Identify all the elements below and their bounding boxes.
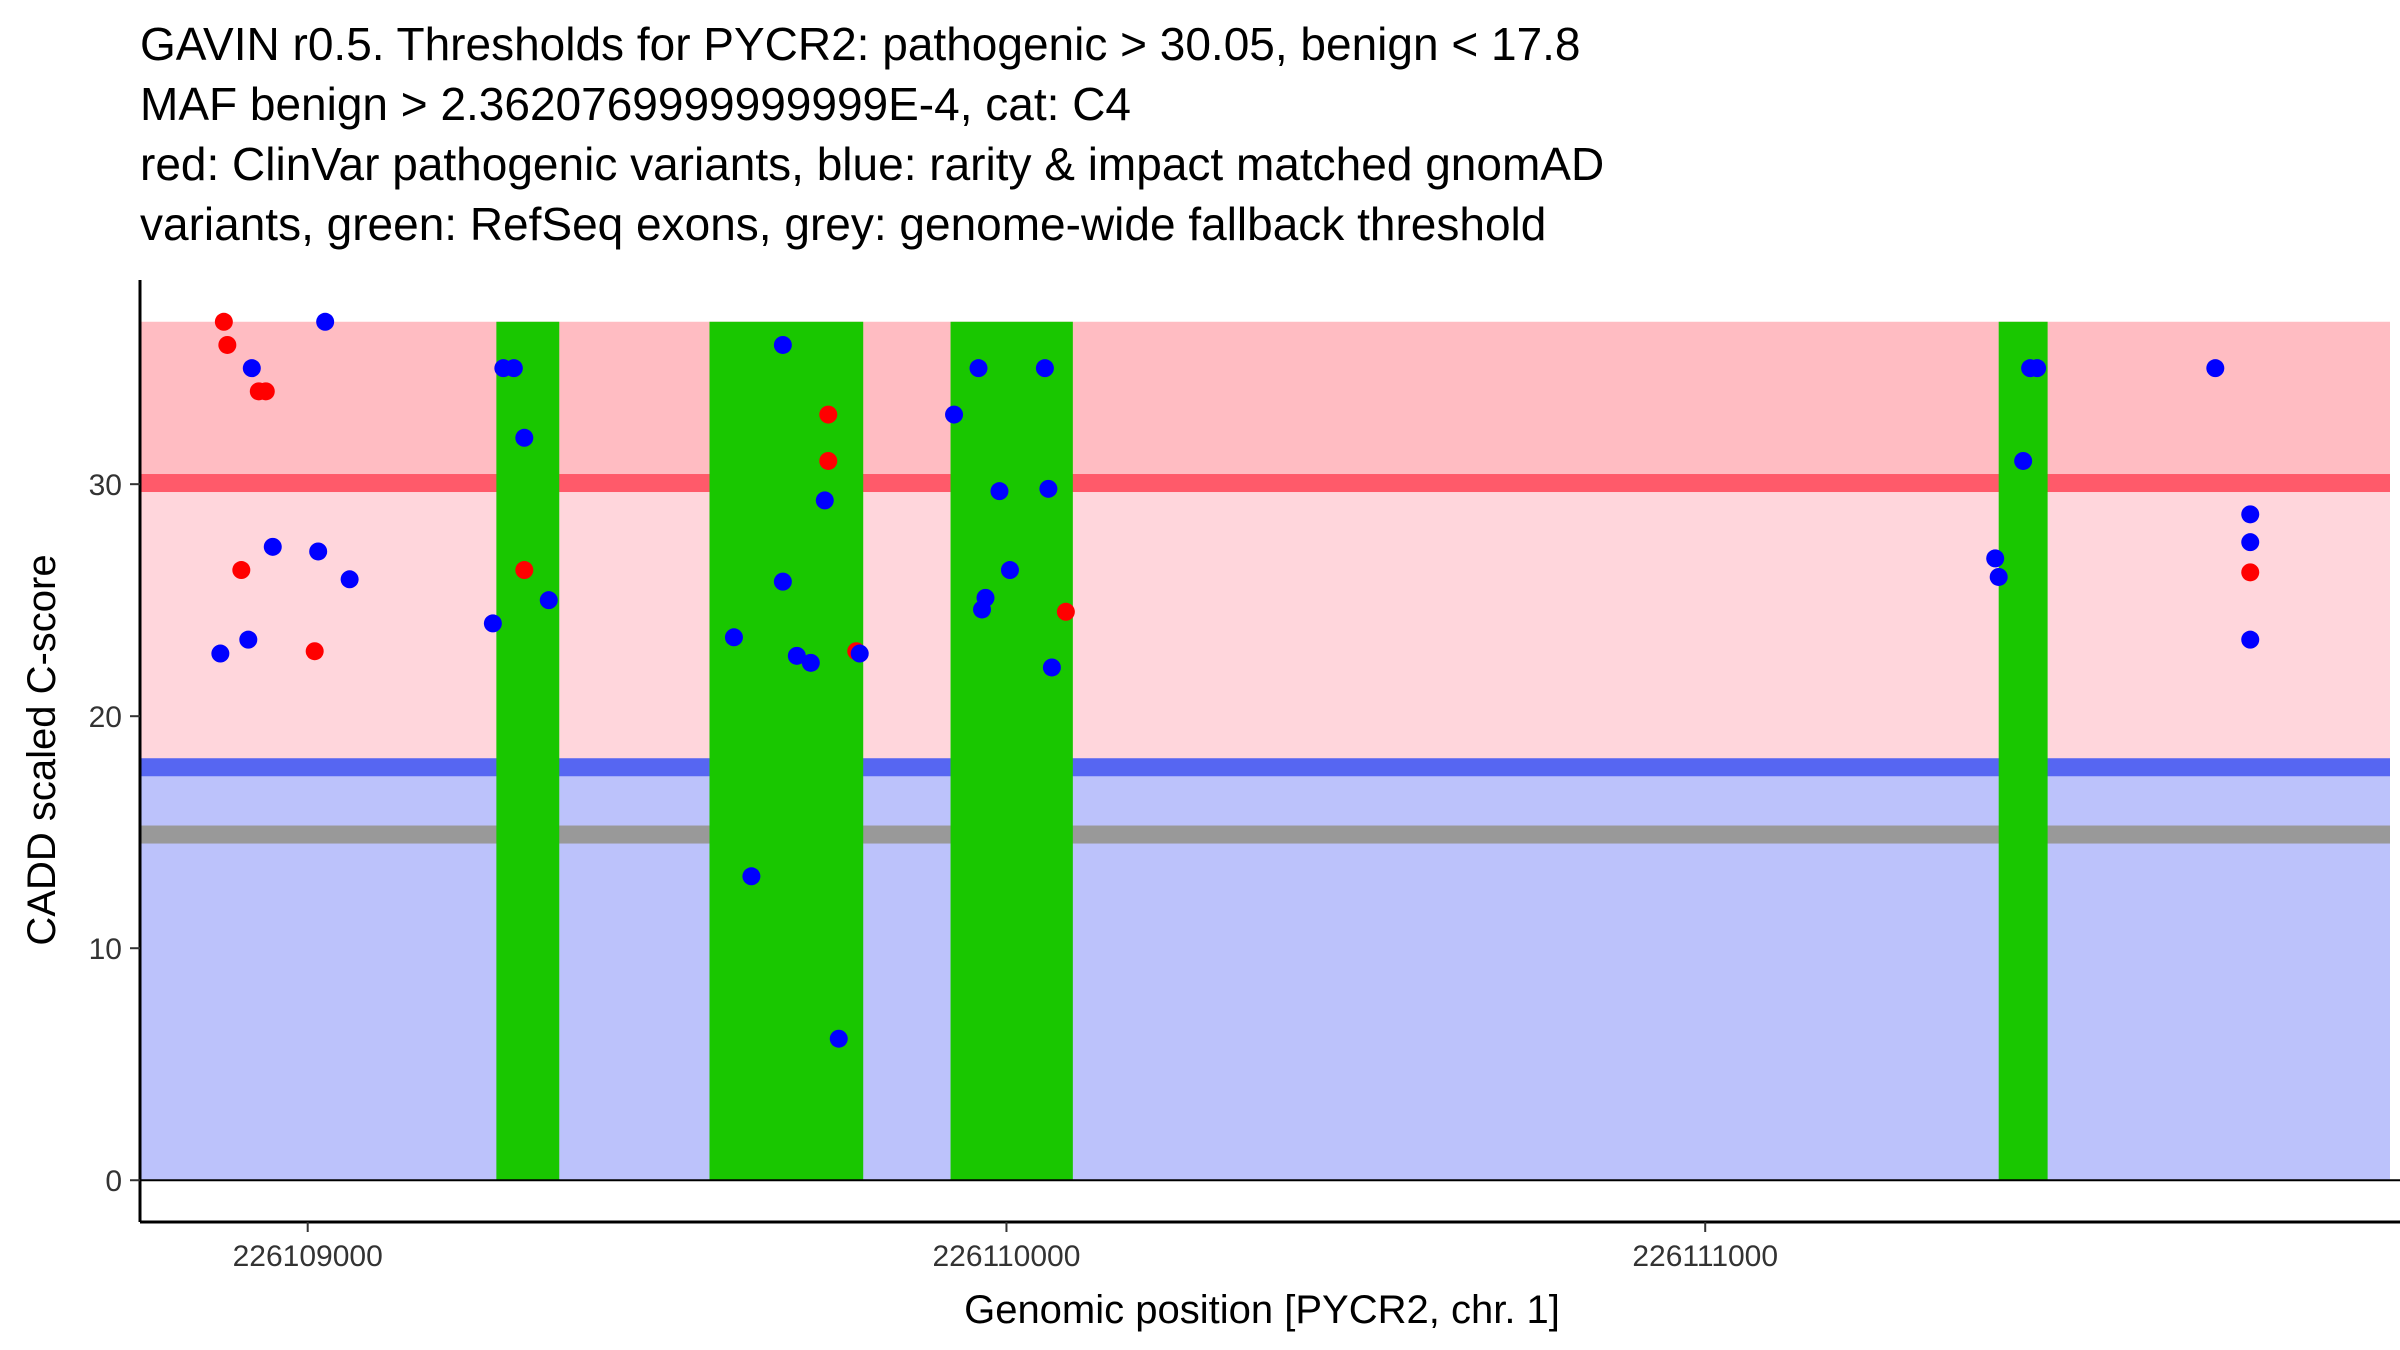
gnomad-point	[773, 572, 792, 591]
title-line-3: red: ClinVar pathogenic variants, blue: …	[140, 138, 1605, 190]
clinvar-point	[232, 561, 251, 580]
gnomad-point	[801, 653, 820, 672]
gnomad-point	[773, 335, 792, 354]
title-line-2: MAF benign > 2.3620769999999999E-4, cat:…	[140, 78, 1131, 130]
exon-region-1	[496, 321, 560, 1181]
middle-band	[140, 483, 2390, 768]
y-tick-label: 30	[89, 469, 122, 502]
y-axis-title: CADD scaled C-score	[20, 554, 64, 945]
title-line-4: variants, green: RefSeq exons, grey: gen…	[140, 198, 1547, 250]
clinvar-point	[218, 335, 237, 354]
gnomad-point	[1035, 359, 1054, 378]
gnomad-point	[2206, 359, 2225, 378]
threshold-lines	[140, 474, 2390, 844]
gnomad-point	[850, 644, 869, 663]
gnomad-point	[504, 359, 523, 378]
gnomad-point	[1000, 561, 1019, 580]
gnomad-point	[539, 591, 558, 610]
gnomad-point	[2241, 630, 2260, 649]
gnomad-point	[483, 614, 502, 633]
clinvar-point	[515, 561, 534, 580]
gnomad-point	[787, 646, 806, 665]
axes: 0 10 20 30 226109000 226110000 226111000	[89, 280, 2400, 1273]
gnomad-point	[2241, 533, 2260, 552]
gnomad-point	[1039, 479, 1058, 498]
threshold-line-pathogenic	[140, 474, 2390, 493]
gnomad-point	[815, 491, 834, 510]
clinvar-point	[819, 451, 838, 470]
exon-region-3	[950, 321, 1073, 1181]
y-tick-label: 20	[89, 701, 122, 734]
clinvar-point	[1056, 602, 1075, 621]
threshold-bands	[140, 321, 2390, 1181]
clinvar-point	[256, 382, 275, 401]
gnomad-point	[724, 628, 743, 647]
threshold-line-genome-wide-fallback	[140, 825, 2390, 844]
gnomad-point	[340, 570, 359, 589]
gnomad-point	[316, 312, 335, 331]
x-axis-title: Genomic position [PYCR2, chr. 1]	[964, 1288, 1560, 1332]
variant-points	[211, 312, 2260, 1048]
gnomad-point	[1989, 567, 2008, 586]
gnomad-point	[945, 405, 964, 424]
gnomad-point	[515, 428, 534, 447]
gnomad-point	[990, 482, 1009, 501]
gnomad-point	[1042, 658, 1061, 677]
gnomad-point	[742, 867, 761, 886]
title-line-1: GAVIN r0.5. Thresholds for PYCR2: pathog…	[140, 18, 1581, 70]
x-tick-label: 226110000	[932, 1240, 1080, 1273]
gnomad-point	[969, 359, 988, 378]
y-tick-label: 0	[105, 1165, 122, 1198]
gnomad-point	[2241, 505, 2260, 524]
chart-title: GAVIN r0.5. Thresholds for PYCR2: pathog…	[140, 14, 2360, 254]
threshold-line-benign	[140, 758, 2390, 777]
pathogenic-band	[140, 321, 2390, 484]
gnomad-point	[2028, 359, 2047, 378]
gnomad-point	[976, 588, 995, 607]
clinvar-point	[819, 405, 838, 424]
gnomad-point	[263, 537, 282, 556]
gnomad-point	[211, 644, 230, 663]
gnomad-point	[239, 630, 258, 649]
gnomad-point	[1986, 549, 2005, 568]
x-tick-label: 226111000	[1632, 1240, 1778, 1273]
gnomad-point	[242, 359, 261, 378]
x-tick-label: 226109000	[233, 1240, 383, 1273]
gnomad-point	[309, 542, 328, 561]
exon-region-2	[709, 321, 864, 1181]
exon-region-4	[1998, 321, 2048, 1181]
clinvar-point	[214, 312, 233, 331]
gnomad-point	[829, 1029, 848, 1048]
gnomad-point	[2014, 451, 2033, 470]
clinvar-point	[2241, 563, 2260, 582]
y-tick-label: 10	[89, 933, 122, 966]
clinvar-point	[305, 642, 324, 661]
